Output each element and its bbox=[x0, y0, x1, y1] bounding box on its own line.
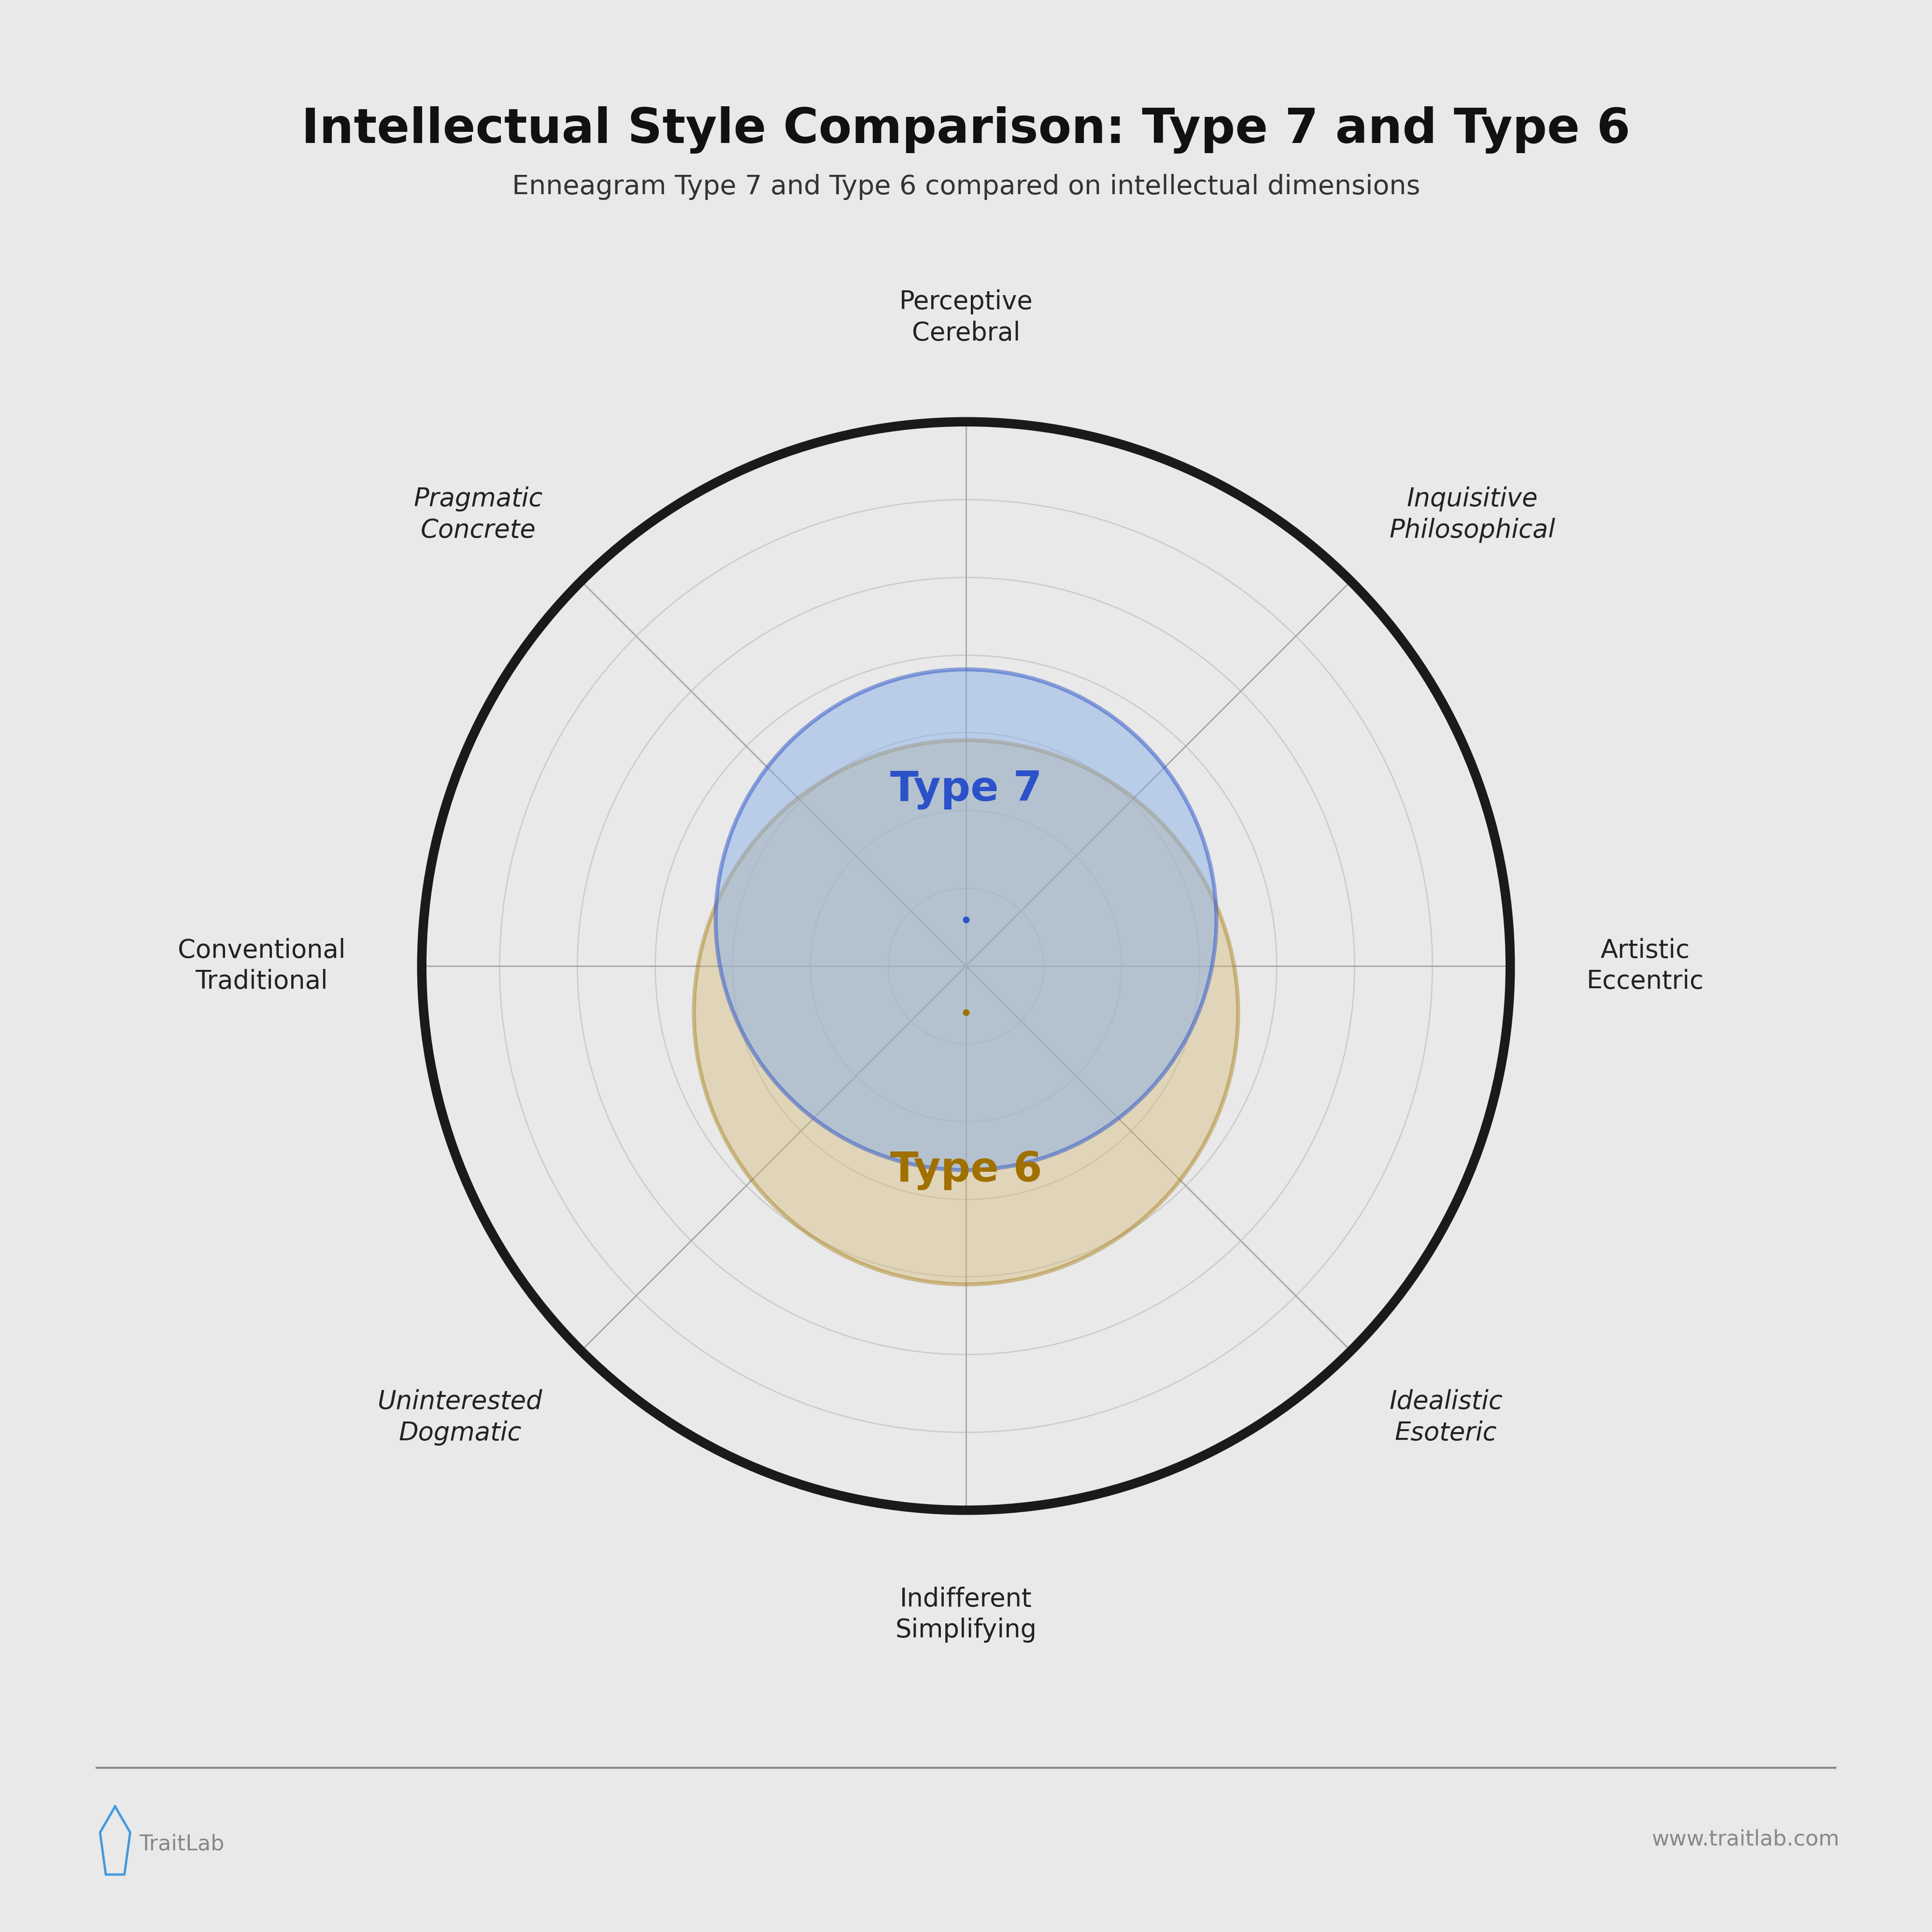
Text: Indifferent
Simplifying: Indifferent Simplifying bbox=[895, 1586, 1037, 1642]
Text: Intellectual Style Comparison: Type 7 and Type 6: Intellectual Style Comparison: Type 7 an… bbox=[301, 106, 1631, 155]
Text: Pragmatic
Concrete: Pragmatic Concrete bbox=[413, 487, 543, 543]
Text: TraitLab: TraitLab bbox=[139, 1833, 224, 1855]
Text: Enneagram Type 7 and Type 6 compared on intellectual dimensions: Enneagram Type 7 and Type 6 compared on … bbox=[512, 174, 1420, 201]
Text: www.traitlab.com: www.traitlab.com bbox=[1652, 1830, 1839, 1849]
Text: Uninterested
Dogmatic: Uninterested Dogmatic bbox=[379, 1389, 543, 1445]
Text: Type 6: Type 6 bbox=[891, 1150, 1041, 1190]
Ellipse shape bbox=[694, 740, 1238, 1285]
Text: Conventional
Traditional: Conventional Traditional bbox=[178, 937, 346, 995]
Text: Idealistic
Esoteric: Idealistic Esoteric bbox=[1389, 1389, 1503, 1445]
Ellipse shape bbox=[715, 668, 1217, 1171]
Text: Inquisitive
Philosophical: Inquisitive Philosophical bbox=[1389, 487, 1555, 543]
Text: Type 7: Type 7 bbox=[891, 769, 1041, 810]
Text: Artistic
Eccentric: Artistic Eccentric bbox=[1586, 937, 1704, 995]
Text: Perceptive
Cerebral: Perceptive Cerebral bbox=[898, 290, 1034, 346]
